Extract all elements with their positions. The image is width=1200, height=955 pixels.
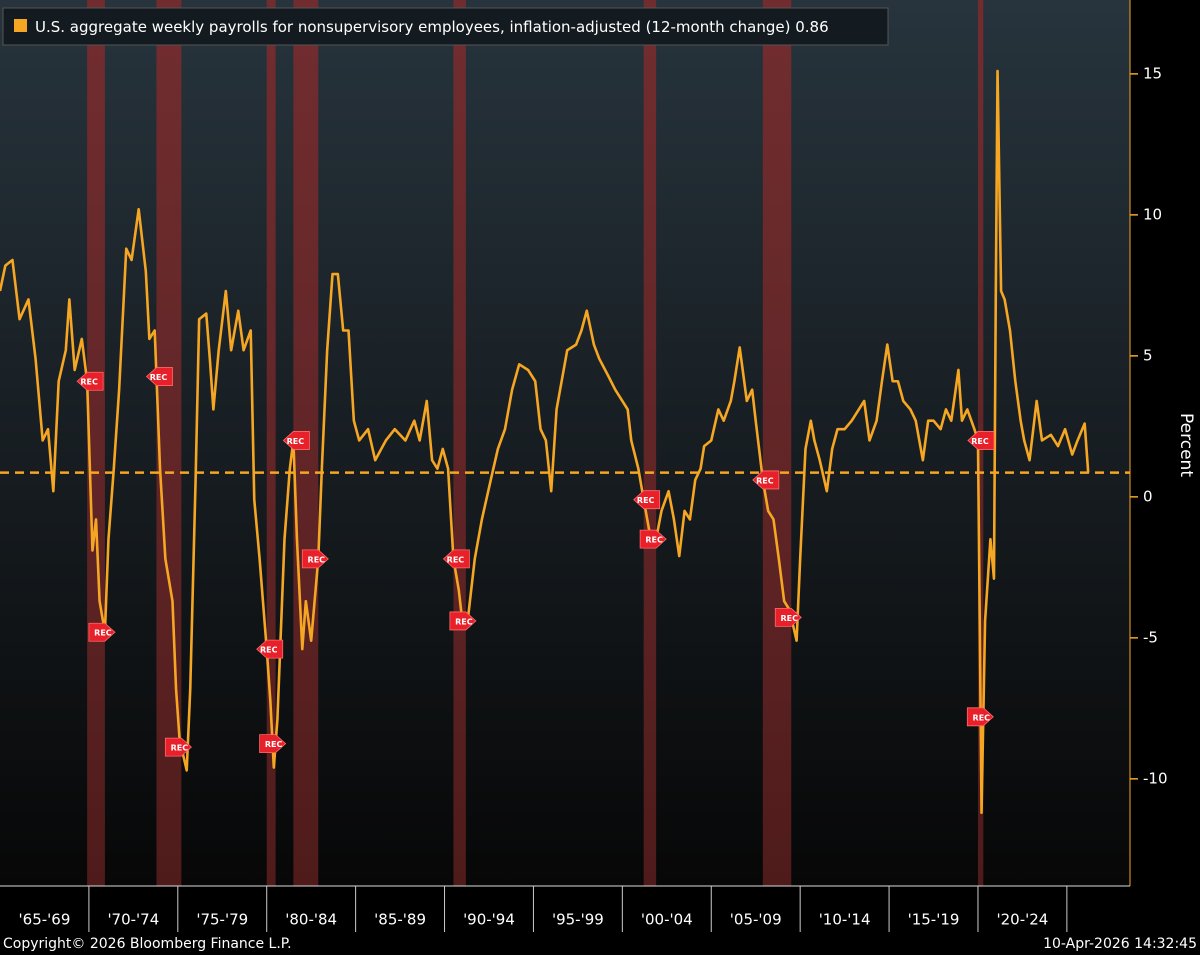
recession-marker: REC xyxy=(633,490,661,510)
recession-marker: REC xyxy=(752,470,780,490)
x-tick-label: '70-'74 xyxy=(107,911,159,929)
recession-marker-shape xyxy=(88,622,116,642)
x-tick-label: '15-'19 xyxy=(908,911,960,929)
recession-marker-shape xyxy=(966,707,994,727)
x-tick-label: '80-'84 xyxy=(285,911,337,929)
x-tick-label: '95-'99 xyxy=(552,911,604,929)
recession-marker-label: REC xyxy=(287,437,305,446)
recession-marker-shape xyxy=(633,490,661,510)
recession-marker-label: REC xyxy=(781,614,799,623)
recession-band xyxy=(266,0,276,886)
y-tick-label: 10 xyxy=(1143,205,1162,223)
recession-marker-label: REC xyxy=(637,496,655,505)
recession-marker-shape xyxy=(145,367,173,386)
recession-marker-label: REC xyxy=(171,744,189,753)
recession-marker: REC xyxy=(639,529,667,549)
x-tick-label: '10-'14 xyxy=(819,911,871,929)
y-tick-label: 0 xyxy=(1143,487,1153,505)
recession-marker: REC xyxy=(449,611,477,631)
recession-marker: REC xyxy=(774,608,802,627)
recession-marker-label: REC xyxy=(447,555,465,564)
legend-text: U.S. aggregate weekly payrolls for nonsu… xyxy=(35,18,829,36)
recession-band xyxy=(762,0,792,886)
x-tick-label: '00-'04 xyxy=(641,911,693,929)
recession-marker: REC xyxy=(301,549,329,569)
recession-marker: REC xyxy=(145,367,173,386)
legend: U.S. aggregate weekly payrolls for nonsu… xyxy=(2,7,889,46)
legend-name: U.S. aggregate weekly payrolls for nonsu… xyxy=(35,18,790,36)
recession-marker: REC xyxy=(967,431,995,450)
x-tick-label: '90-'94 xyxy=(463,911,515,929)
y-tick-label: 5 xyxy=(1143,346,1153,364)
timestamp: 10-Apr-2026 14:32:45 xyxy=(1043,936,1197,952)
recession-marker: REC xyxy=(88,622,116,642)
y-tick-label: 15 xyxy=(1143,64,1162,82)
legend-last-value: 0.86 xyxy=(795,18,828,36)
recession-marker: REC xyxy=(442,549,470,569)
axes: -10 -5 0 5 10 15 '65-'69 '70-'74 '75-'79 '80-'84 '… xyxy=(0,0,1168,932)
recession-marker-shape xyxy=(449,611,477,631)
recession-marker-label: REC xyxy=(455,617,473,626)
recession-marker-shape xyxy=(639,529,667,549)
recession-band xyxy=(453,0,466,886)
recession-marker-shape xyxy=(259,734,287,753)
recession-band xyxy=(643,0,657,886)
recession-marker-label: REC xyxy=(645,536,663,545)
recession-marker: REC xyxy=(164,737,192,757)
recession-marker-shape xyxy=(774,608,802,627)
x-tick-label: '05-'09 xyxy=(730,911,782,929)
y-axis-label: Percent xyxy=(1176,413,1196,477)
recession-marker-shape xyxy=(442,549,470,569)
recession-marker-label: REC xyxy=(308,555,326,564)
recession-marker-label: REC xyxy=(756,476,774,485)
recession-marker-shape xyxy=(301,549,329,569)
recession-marker-label: REC xyxy=(265,740,283,749)
x-tick-label: '75-'79 xyxy=(196,911,248,929)
x-tick-label: '20-'24 xyxy=(997,911,1049,929)
x-tick-label: '65-'69 xyxy=(19,911,71,929)
recession-marker-label: REC xyxy=(973,713,991,722)
recession-marker: REC xyxy=(256,639,284,659)
recession-marker: REC xyxy=(966,707,994,727)
recession-marker: REC xyxy=(259,734,287,753)
recession-marker-shape xyxy=(967,431,995,450)
recession-markers: REC REC REC REC REC REC REC REC REC REC REC REC REC R… xyxy=(76,367,995,757)
legend-box xyxy=(2,7,889,46)
recession-marker-label: REC xyxy=(150,373,168,382)
legend-swatch xyxy=(14,19,27,32)
recession-marker-label: REC xyxy=(94,629,112,638)
y-tick-label: -5 xyxy=(1143,628,1158,646)
recession-marker: REC xyxy=(76,371,104,391)
recession-marker-label: REC xyxy=(80,378,98,387)
x-tick-label: '85-'89 xyxy=(374,911,426,929)
recession-band xyxy=(87,0,105,886)
recession-marker-label: REC xyxy=(971,437,989,446)
recession-marker-shape xyxy=(76,371,104,391)
copyright: Copyright© 2026 Bloomberg Finance L.P. xyxy=(3,936,292,952)
recession-marker-shape xyxy=(164,737,192,757)
recession-marker-shape xyxy=(282,431,310,450)
y-tick-label: -10 xyxy=(1143,769,1168,787)
recession-marker-shape xyxy=(256,639,284,659)
recession-marker: REC xyxy=(282,431,310,450)
recession-marker-label: REC xyxy=(260,646,278,655)
recession-marker-shape xyxy=(752,470,780,490)
